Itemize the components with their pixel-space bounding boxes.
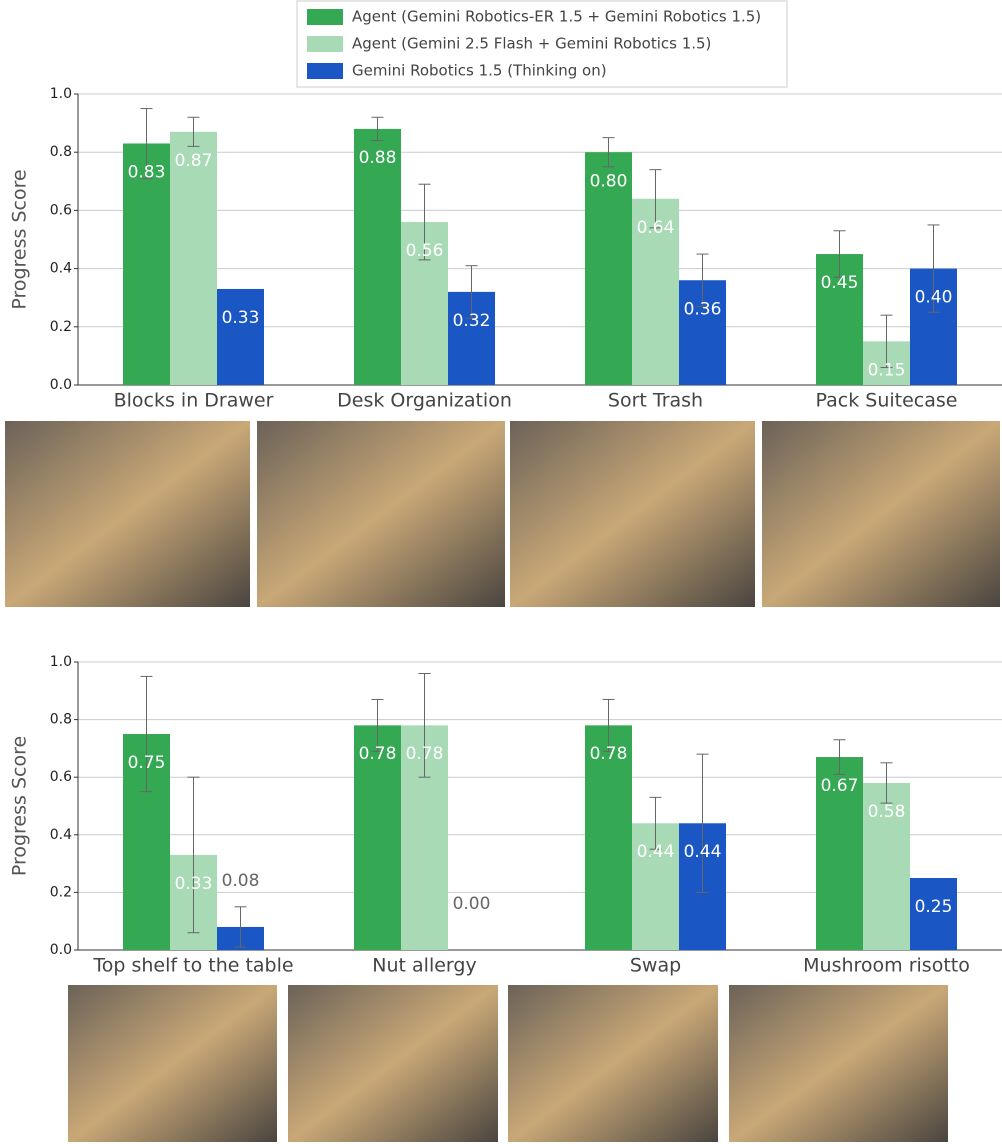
value-label: 0.33 <box>175 874 213 894</box>
x-tick-label: Nut allergy <box>372 955 476 977</box>
photo <box>762 421 1000 607</box>
bar <box>170 131 217 385</box>
value-label: 0.44 <box>637 842 675 862</box>
value-label: 0.40 <box>915 288 953 308</box>
value-label: 0.64 <box>637 218 675 238</box>
value-label: 0.87 <box>175 151 213 171</box>
y-tick-label: 0.2 <box>50 884 72 900</box>
value-label: 0.25 <box>915 897 953 917</box>
y-tick-label: 0.6 <box>50 202 72 218</box>
bar <box>816 757 863 950</box>
photo <box>510 421 755 607</box>
value-label: 0.80 <box>590 171 628 191</box>
legend-swatch <box>307 63 343 79</box>
value-label: 0.44 <box>684 842 722 862</box>
y-tick-label: 0.0 <box>50 377 72 393</box>
bar <box>910 878 957 950</box>
y-tick-label: 0.4 <box>50 261 72 277</box>
value-label: 0.08 <box>222 871 260 891</box>
y-tick-label: 1.0 <box>50 654 72 670</box>
value-label: 0.00 <box>453 894 491 914</box>
x-tick-label: Top shelf to the table <box>92 955 293 977</box>
bar <box>585 152 632 385</box>
x-tick-label: Swap <box>630 955 681 977</box>
value-label: 0.36 <box>684 299 722 319</box>
photo <box>257 421 505 607</box>
legend-swatch <box>307 36 343 52</box>
y-axis-title: Progress Score <box>9 736 31 876</box>
value-label: 0.78 <box>590 744 628 764</box>
value-label: 0.15 <box>868 360 906 380</box>
legend-label: Agent (Gemini 2.5 Flash + Gemini Robotic… <box>352 35 711 53</box>
x-tick-label: Blocks in Drawer <box>114 390 274 412</box>
bar <box>632 198 679 385</box>
y-axis-title: Progress Score <box>9 169 31 309</box>
legend-label: Agent (Gemini Robotics-ER 1.5 + Gemini R… <box>352 8 761 26</box>
bar <box>217 288 264 385</box>
x-tick-label: Pack Suitecase <box>816 390 958 412</box>
value-label: 0.45 <box>821 273 859 293</box>
value-label: 0.56 <box>406 241 444 261</box>
y-tick-label: 0.0 <box>50 942 72 958</box>
value-label: 0.67 <box>821 776 859 796</box>
value-label: 0.58 <box>868 802 906 822</box>
bar <box>123 143 170 385</box>
y-tick-label: 0.8 <box>50 712 72 728</box>
y-tick-label: 0.6 <box>50 769 72 785</box>
photo <box>5 421 250 607</box>
x-tick-label: Desk Organization <box>337 390 512 412</box>
photo <box>288 985 498 1142</box>
photo <box>508 985 718 1142</box>
value-label: 0.83 <box>128 163 166 183</box>
x-tick-label: Sort Trash <box>608 390 703 412</box>
value-label: 0.78 <box>406 744 444 764</box>
y-tick-label: 0.2 <box>50 319 72 335</box>
photo <box>68 985 277 1142</box>
photos <box>5 421 1000 1142</box>
y-tick-label: 0.8 <box>50 144 72 160</box>
legend-label: Gemini Robotics 1.5 (Thinking on) <box>352 62 607 80</box>
y-tick-label: 1.0 <box>50 86 72 102</box>
value-label: 0.33 <box>222 308 260 328</box>
bar <box>585 725 632 950</box>
bar <box>354 725 401 950</box>
value-label: 0.75 <box>128 753 166 773</box>
legend-box <box>296 0 788 88</box>
y-tick-label: 0.4 <box>50 827 72 843</box>
bar <box>863 782 910 950</box>
value-label: 0.78 <box>359 744 397 764</box>
value-label: 0.32 <box>453 311 491 331</box>
photo <box>729 985 948 1142</box>
value-label: 0.88 <box>359 148 397 168</box>
bar <box>354 128 401 386</box>
x-tick-label: Mushroom risotto <box>803 955 970 977</box>
legend-swatch <box>307 9 343 25</box>
